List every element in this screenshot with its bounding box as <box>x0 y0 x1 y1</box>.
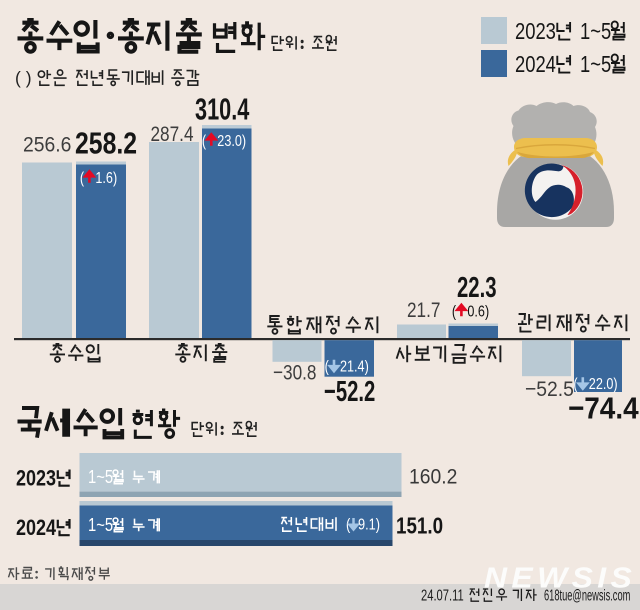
svg-text:9.1): 9.1) <box>358 516 380 534</box>
svg-text:( ): ( ) <box>15 68 32 88</box>
svg-text:1~5: 1~5 <box>580 19 611 44</box>
svg-text:258.2: 258.2 <box>75 126 137 160</box>
svg-text:−30.8: −30.8 <box>273 361 316 385</box>
svg-text:2024: 2024 <box>515 52 556 77</box>
svg-text:1.6): 1.6) <box>95 170 117 188</box>
svg-text:287.4: 287.4 <box>151 122 194 146</box>
svg-text:160.2: 160.2 <box>409 465 457 489</box>
svg-text:0.6): 0.6) <box>467 303 489 321</box>
svg-text:310.4: 310.4 <box>195 92 249 127</box>
svg-text:22.3: 22.3 <box>457 272 497 304</box>
svg-text:24.07.11: 24.07.11 <box>421 585 464 604</box>
svg-text:2023: 2023 <box>16 467 56 491</box>
svg-text:1~5: 1~5 <box>580 52 611 77</box>
svg-text:2024: 2024 <box>16 516 57 540</box>
svg-text:(: ( <box>80 170 84 188</box>
svg-text:23.0): 23.0) <box>217 133 246 151</box>
svg-text:(: ( <box>325 358 329 376</box>
svg-text:NEWSIS: NEWSIS <box>484 562 636 594</box>
svg-text:1~5: 1~5 <box>88 514 113 535</box>
svg-text:21.4): 21.4) <box>340 358 369 376</box>
svg-text:−52.5: −52.5 <box>525 377 574 401</box>
svg-text:618tue@newsis.com: 618tue@newsis.com <box>544 586 630 604</box>
svg-text:256.6: 256.6 <box>23 133 71 157</box>
svg-text:22.0): 22.0) <box>589 376 618 394</box>
svg-text:2023: 2023 <box>515 19 556 44</box>
svg-text:−74.4: −74.4 <box>568 391 639 426</box>
svg-text:21.7: 21.7 <box>407 298 440 322</box>
svg-text:151.0: 151.0 <box>396 513 443 540</box>
svg-text:(: ( <box>573 376 577 394</box>
svg-text:−52.2: −52.2 <box>324 376 375 408</box>
svg-text:(: ( <box>452 303 456 321</box>
svg-text:1~5: 1~5 <box>88 466 113 487</box>
svg-text:(: ( <box>202 133 206 151</box>
